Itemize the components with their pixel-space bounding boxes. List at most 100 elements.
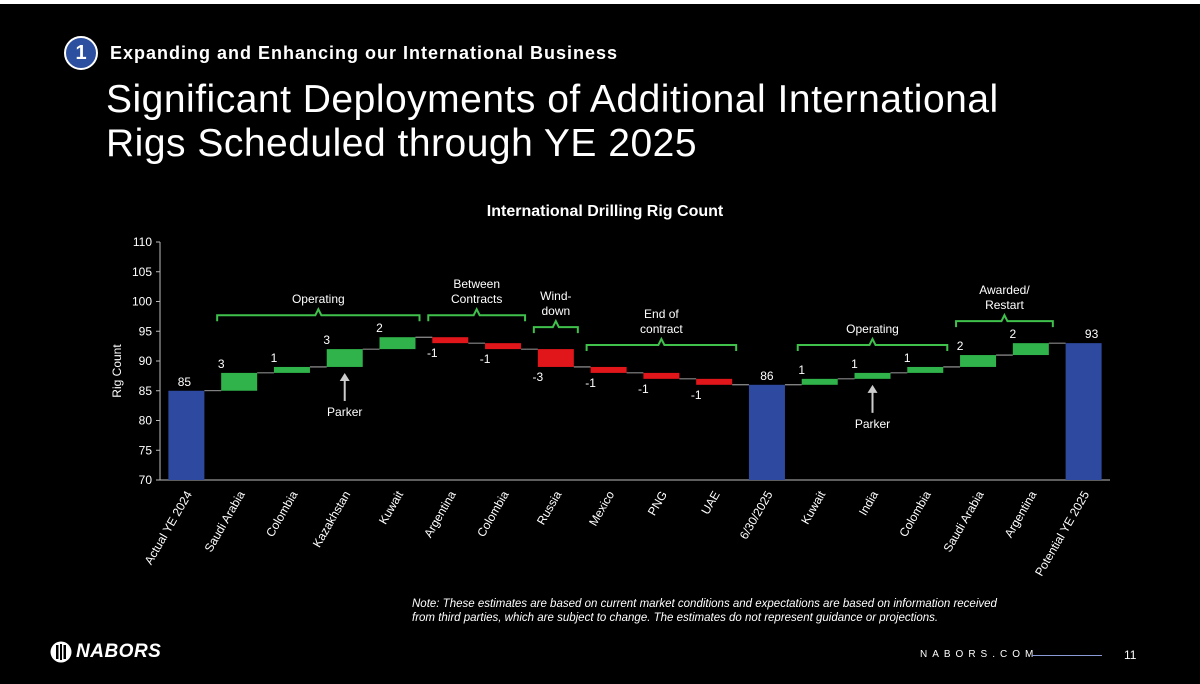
x-category-label: Colombia xyxy=(263,488,301,539)
top-border xyxy=(0,0,1200,4)
x-category-label: Actual YE 2024 xyxy=(142,488,196,567)
y-axis-label: Rig Count xyxy=(110,344,124,398)
y-tick-label: 70 xyxy=(139,473,153,487)
bar-value-label: -1 xyxy=(691,388,702,402)
bar-value-label: -1 xyxy=(480,352,491,366)
bar-value-label: 3 xyxy=(218,357,225,371)
logo-text: NABORS xyxy=(76,641,162,662)
page-number: 11 xyxy=(1124,648,1137,662)
y-tick-label: 80 xyxy=(139,414,153,428)
group-bracket xyxy=(427,306,527,322)
bar-up xyxy=(273,366,310,373)
annotation-arrow-head xyxy=(339,372,350,381)
y-tick-label: 90 xyxy=(139,354,153,368)
bar-value-label: 85 xyxy=(178,375,192,389)
bar-up xyxy=(907,366,944,373)
page-title-line-1: Significant Deployments of Additional In… xyxy=(106,78,999,121)
footnote-line-1: Note: These estimates are based on curre… xyxy=(412,598,997,610)
bar-value-label: 2 xyxy=(957,339,964,353)
bar-value-label: 1 xyxy=(271,351,278,365)
annotation-arrow-head xyxy=(867,384,878,393)
footnote-line-2: from third parties, which are subject to… xyxy=(412,612,939,624)
group-bracket xyxy=(585,336,738,351)
bar-value-label: 1 xyxy=(851,357,858,371)
group-label: Awarded/ xyxy=(979,283,1030,297)
bar-total xyxy=(1065,343,1102,480)
y-tick-label: 105 xyxy=(132,265,152,279)
x-category-label: 6/30/2025 xyxy=(737,488,776,542)
bar-down xyxy=(432,337,469,344)
bar-down xyxy=(590,366,627,373)
group-bracket xyxy=(955,312,1054,328)
group-label: contract xyxy=(640,322,683,336)
y-tick-label: 100 xyxy=(132,295,152,309)
website-link[interactable]: NABORS.COM xyxy=(920,649,1039,660)
bar-down xyxy=(537,349,574,367)
bar-value-label: 1 xyxy=(798,363,805,377)
group-label: Wind- xyxy=(540,289,571,303)
y-tick-label: 110 xyxy=(133,235,152,249)
group-bracket xyxy=(796,336,949,351)
chart-title: International Drilling Rig Count xyxy=(487,203,724,220)
group-label: Between xyxy=(453,277,500,291)
bar-value-label: -1 xyxy=(427,346,438,360)
x-category-label: Kuwait xyxy=(376,488,406,527)
bar-up xyxy=(854,372,891,379)
y-tick-label: 75 xyxy=(139,443,153,457)
nabors-logo: NABORS xyxy=(50,640,161,664)
x-category-label: UAE xyxy=(698,489,722,517)
x-category-label: Argentina xyxy=(1002,488,1040,540)
bar-value-label: 2 xyxy=(376,321,383,335)
bar-up xyxy=(960,355,997,367)
section-label: Expanding and Enhancing our Internationa… xyxy=(110,43,619,63)
group-bracket xyxy=(532,318,579,334)
x-category-label: Argentina xyxy=(421,488,459,540)
bar-total xyxy=(748,384,785,480)
y-tick-label: 85 xyxy=(139,384,153,398)
website-underline xyxy=(1032,655,1102,656)
page-title-line-2: Rigs Scheduled through YE 2025 xyxy=(106,122,698,165)
bar-up xyxy=(326,349,363,367)
x-category-label: Kuwait xyxy=(798,488,828,527)
x-category-label: Kazakhstan xyxy=(310,489,353,550)
section-number-badge: 1 xyxy=(64,36,98,70)
bar-up xyxy=(1012,343,1049,356)
bar-up xyxy=(379,337,416,350)
x-category-label: Potential YE 2025 xyxy=(1032,488,1092,578)
group-label: End of xyxy=(644,307,679,321)
group-label: Restart xyxy=(985,298,1024,312)
x-category-label: Saudi Arabia xyxy=(202,488,248,554)
bar-up xyxy=(801,378,838,385)
page-title: Significant Deployments of Additional In… xyxy=(106,78,1106,166)
x-category-label: Colombia xyxy=(896,488,934,539)
bar-up xyxy=(221,372,258,391)
nabors-logo-icon xyxy=(50,641,72,663)
x-category-label: Saudi Arabia xyxy=(940,488,986,554)
bar-value-label: 93 xyxy=(1085,327,1099,341)
x-category-label: India xyxy=(856,488,881,518)
group-label: Contracts xyxy=(451,292,502,306)
bar-down xyxy=(485,343,522,350)
bar-value-label: 2 xyxy=(1009,327,1016,341)
bar-value-label: 3 xyxy=(323,333,330,347)
group-label: down xyxy=(541,304,570,318)
x-category-label: Russia xyxy=(534,488,565,527)
group-label: Operating xyxy=(292,292,345,306)
bar-down xyxy=(696,378,733,385)
bar-value-label: 86 xyxy=(760,369,774,383)
group-bracket xyxy=(216,306,421,322)
bar-value-label: -1 xyxy=(585,376,596,390)
bar-down xyxy=(643,372,680,379)
x-category-label: Mexico xyxy=(586,488,617,528)
x-category-label: Colombia xyxy=(474,488,512,539)
bar-value-label: -3 xyxy=(532,370,543,384)
y-tick-label: 95 xyxy=(139,324,153,338)
footnote: Note: These estimates are based on curre… xyxy=(412,597,1052,625)
annotation-label: Parker xyxy=(327,405,362,419)
bar-value-label: -1 xyxy=(638,382,649,396)
annotation-label: Parker xyxy=(855,417,890,431)
bar-total xyxy=(168,390,205,480)
bar-value-label: 1 xyxy=(904,351,911,365)
group-label: Operating xyxy=(846,322,899,336)
